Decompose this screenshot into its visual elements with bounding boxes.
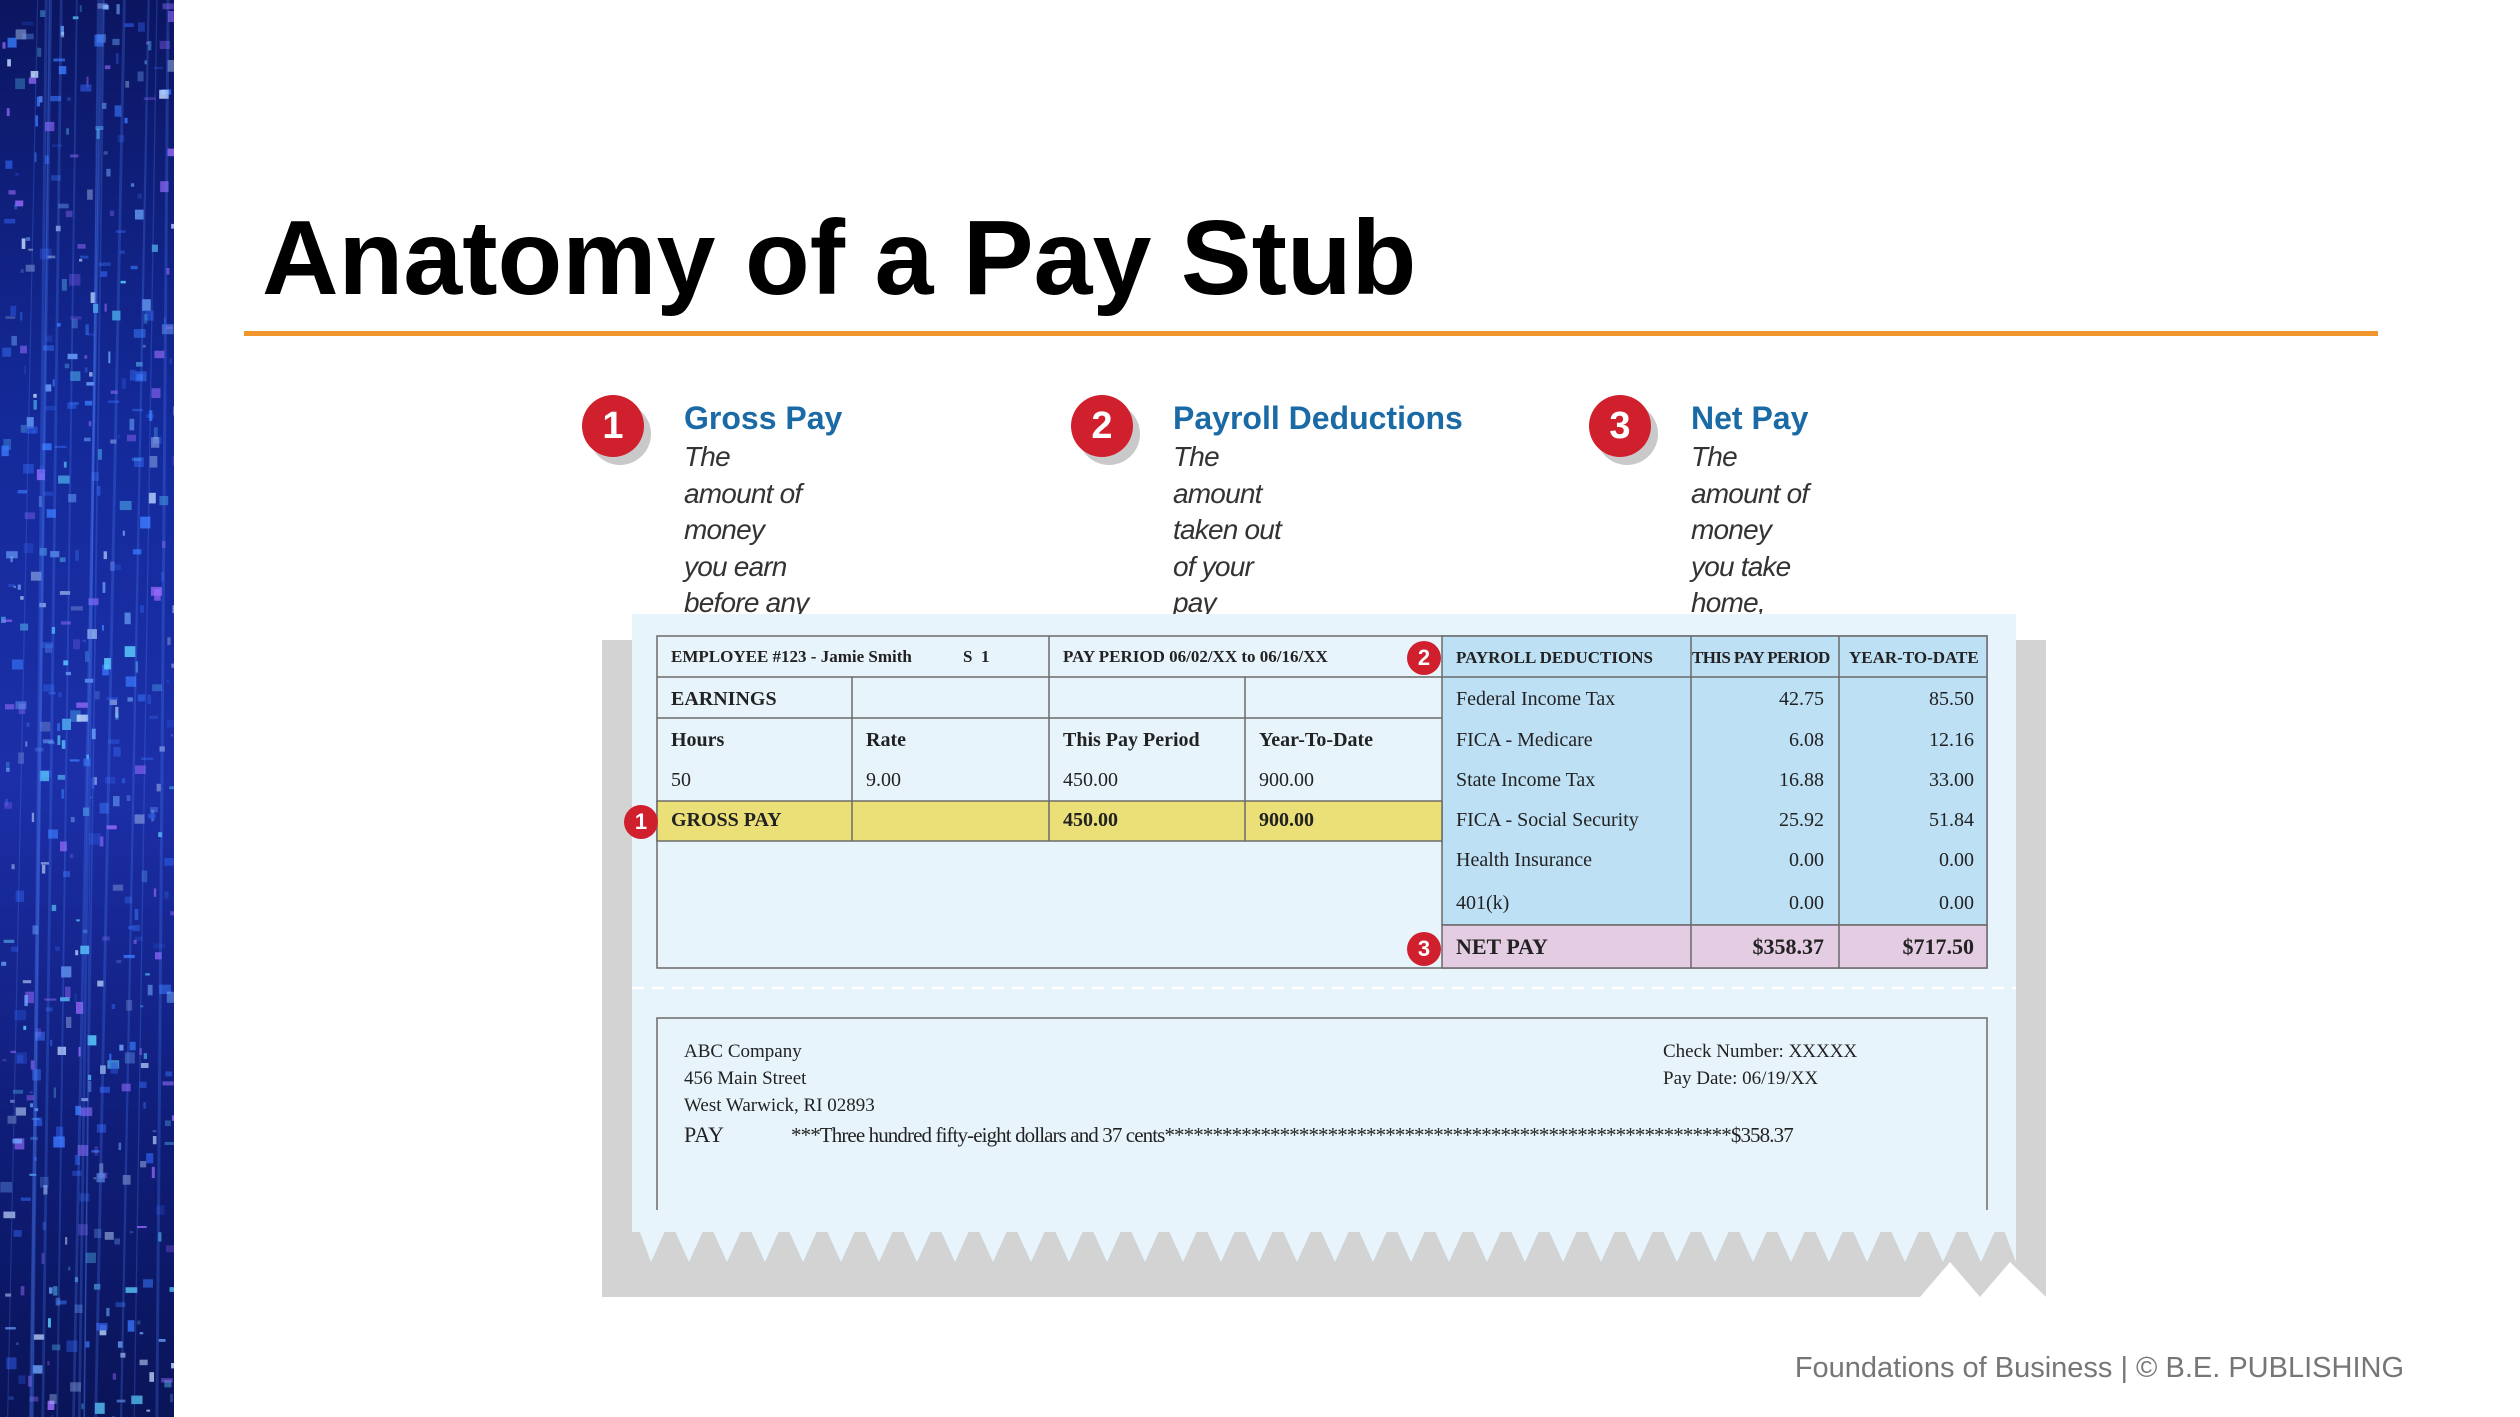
definition-title: Gross Pay xyxy=(684,400,843,436)
gross-pay-this-period: 450.00 xyxy=(1063,809,1118,831)
number-badge: 3 xyxy=(1589,395,1651,457)
deduction-this-period: 0.00 xyxy=(1789,849,1824,871)
deduction-this-period: 42.75 xyxy=(1779,688,1824,710)
slide-title: Anatomy of a Pay Stub xyxy=(262,199,1417,317)
company-city: West Warwick, RI 02893 xyxy=(684,1095,875,1116)
check-number: Check Number: XXXXX xyxy=(1663,1041,1858,1062)
net-pay-label: NET PAY xyxy=(1456,934,1548,959)
deduction-name: FICA - Medicare xyxy=(1456,729,1593,751)
digital-pattern-graphic xyxy=(0,0,174,1417)
pay-date: Pay Date: 06/19/XX xyxy=(1663,1068,1819,1089)
pay-label: PAY xyxy=(684,1122,724,1147)
deduction-ytd: 33.00 xyxy=(1929,769,1974,791)
net-pay-marker: 3 xyxy=(1407,932,1441,966)
deduction-this-period: 16.88 xyxy=(1779,769,1824,791)
ytd-header: YEAR-TO-DATE xyxy=(1849,648,1979,667)
gross-pay-label: GROSS PAY xyxy=(671,809,782,831)
employee-label: EMPLOYEE #123 - Jamie Smith xyxy=(671,647,912,666)
deductions-header: PAYROLL DEDUCTIONS xyxy=(1456,648,1653,667)
deduction-name: State Income Tax xyxy=(1456,769,1596,791)
hours-header: Hours xyxy=(671,729,725,751)
gross-pay-marker: 1 xyxy=(624,805,658,839)
deduction-this-period: 6.08 xyxy=(1789,729,1824,751)
deduction-this-period: 0.00 xyxy=(1789,892,1824,914)
deduction-ytd: 0.00 xyxy=(1939,849,1974,871)
deduction-ytd: 0.00 xyxy=(1939,892,1974,914)
footer-credit: Foundations of Business | © B.E. PUBLISH… xyxy=(1794,1352,2404,1384)
ytd-value: 900.00 xyxy=(1259,769,1314,791)
rate-header: Rate xyxy=(866,729,906,751)
deduction-ytd: 51.84 xyxy=(1929,809,1974,831)
this-pay-period-header: This Pay Period xyxy=(1063,729,1200,751)
pay-period-label: PAY PERIOD 06/02/XX to 06/16/XX xyxy=(1063,647,1328,666)
year-to-date-header: Year-To-Date xyxy=(1259,729,1374,751)
deduction-name: Federal Income Tax xyxy=(1456,688,1616,710)
deduction-name: Health Insurance xyxy=(1456,849,1593,871)
this-period-header: THIS PAY PERIOD xyxy=(1692,648,1830,667)
title-divider xyxy=(244,331,2378,336)
net-pay-this-period: $358.37 xyxy=(1752,934,1825,959)
company-street: 456 Main Street xyxy=(684,1068,807,1089)
hours-value: 50 xyxy=(671,769,691,791)
net-pay-ytd: $717.50 xyxy=(1902,934,1975,959)
deduction-this-period: 25.92 xyxy=(1779,809,1824,831)
company-name: ABC Company xyxy=(684,1041,802,1062)
gross-pay-ytd: 900.00 xyxy=(1259,809,1314,831)
pay-amount-line: ***Three hundred fifty-eight dollars and… xyxy=(791,1123,1794,1147)
decorative-sidebar xyxy=(0,0,174,1417)
deduction-name: FICA - Social Security xyxy=(1456,809,1639,831)
rate-value: 9.00 xyxy=(866,769,901,791)
deduction-ytd: 12.16 xyxy=(1929,729,1974,751)
deduction-ytd: 85.50 xyxy=(1929,688,1974,710)
number-badge: 2 xyxy=(1071,395,1133,457)
employee-status: S 1 xyxy=(963,647,990,666)
definition-title: Payroll Deductions xyxy=(1173,400,1463,436)
definition-title: Net Pay xyxy=(1691,400,1809,436)
earnings-label: EARNINGS xyxy=(671,688,777,710)
deduction-name: 401(k) xyxy=(1456,892,1510,914)
deductions-marker: 2 xyxy=(1407,641,1441,675)
this-period-value: 450.00 xyxy=(1063,769,1118,791)
number-badge: 1 xyxy=(582,395,644,457)
